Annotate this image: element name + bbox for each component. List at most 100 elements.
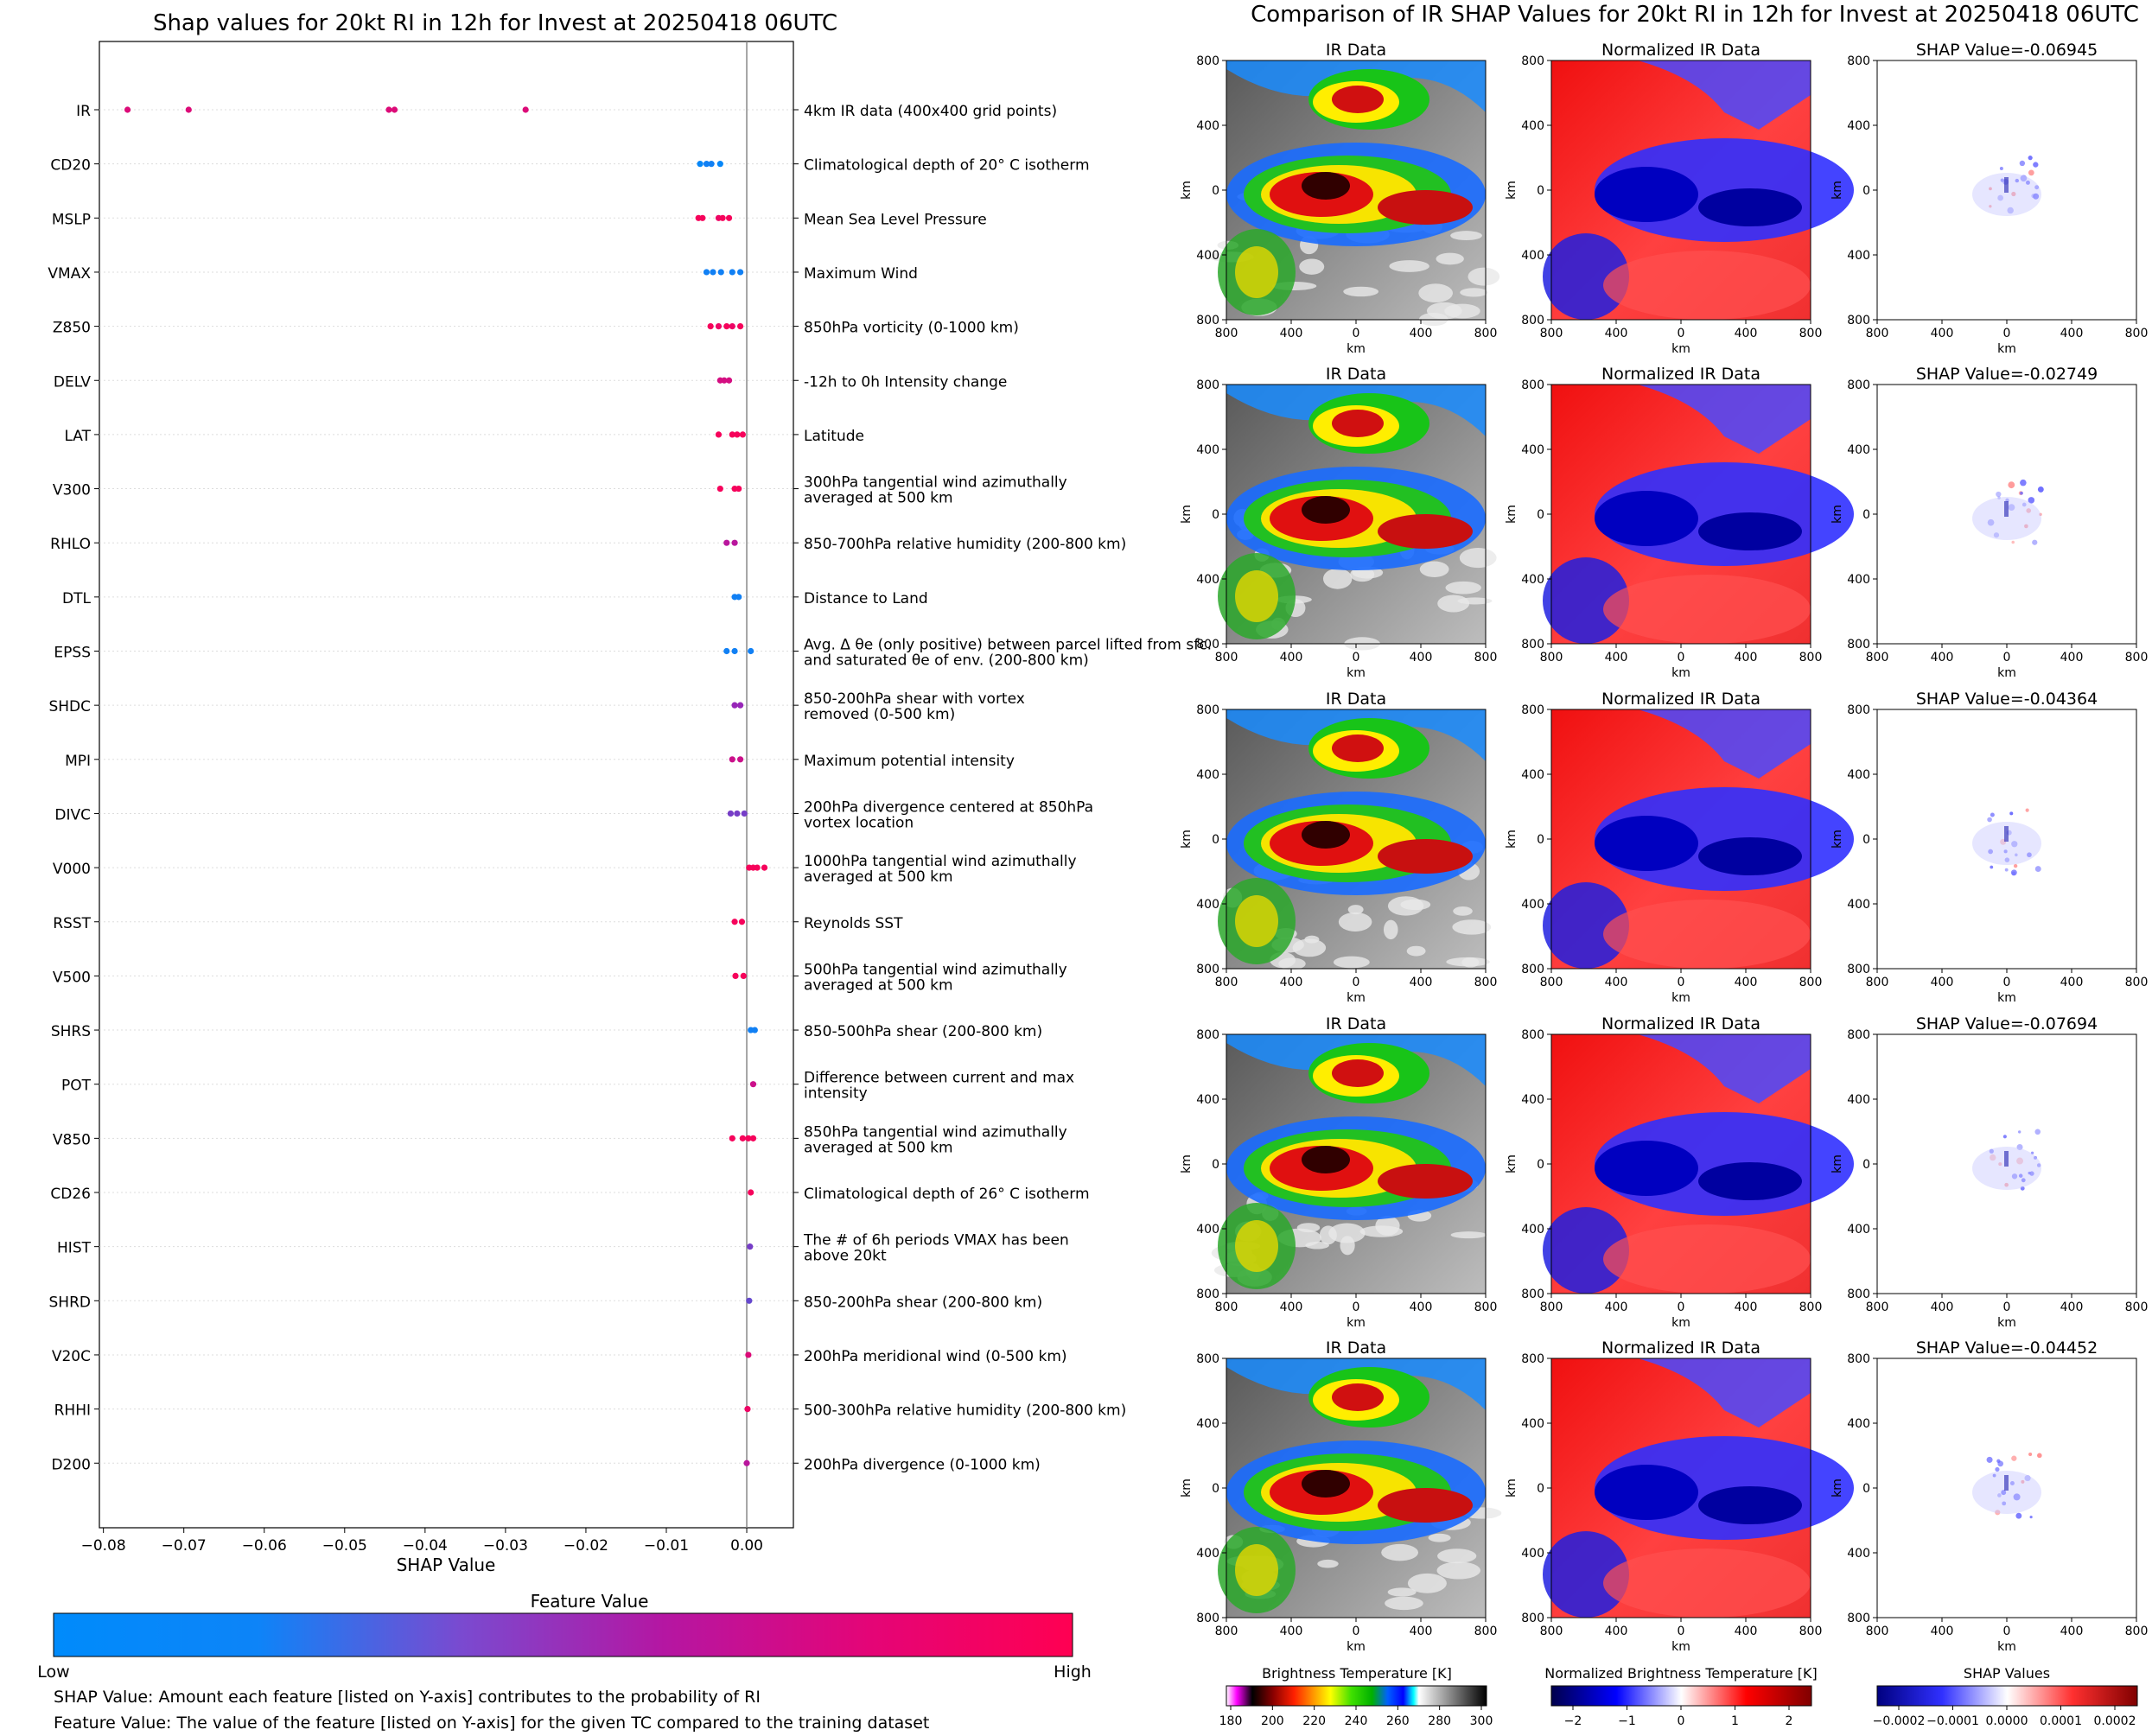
colorbar-tick-label: 300 (1470, 1714, 1493, 1728)
panel-x-tick-label: 400 (1410, 1300, 1433, 1314)
feature-name-label: RSST (53, 915, 91, 932)
panel-x-tick-label: 800 (2125, 327, 2149, 340)
ir-cloud-fleck (1459, 548, 1497, 569)
panel-y-tick-label: 0 (1537, 1158, 1544, 1172)
panel-y-tick-label: 800 (1196, 638, 1219, 652)
panel-y-axis-label: km (1505, 830, 1518, 849)
panel-x-tick-label: 400 (1280, 1300, 1303, 1314)
shap-point (391, 106, 398, 113)
shap-point (739, 431, 746, 438)
shap-map-speck (1990, 865, 1994, 869)
panel-y-tick-label: 400 (1521, 573, 1544, 587)
shap-map-speck (2028, 169, 2034, 176)
panel-y-axis-label: km (1830, 830, 1844, 849)
panel-y-tick-label: 800 (1521, 638, 1544, 652)
feature-name-label: V20C (52, 1348, 91, 1365)
shap-map-speck (2020, 175, 2028, 182)
panel-y-tick-label: 800 (1196, 1028, 1219, 1042)
shap-map-speck (2036, 1163, 2041, 1167)
feature-name-label: V500 (53, 969, 91, 986)
shap-point (741, 810, 748, 817)
shap-map-speck (2016, 1144, 2023, 1151)
ir-cloud-core (1332, 86, 1384, 113)
panel-y-tick-label: 0 (1537, 833, 1544, 847)
colorbar-low-label: Low (37, 1663, 69, 1682)
feature-description-label: averaged at 500 km (804, 868, 953, 886)
colorbar-tick-label: 260 (1386, 1714, 1410, 1728)
shap-map-speck (1995, 1466, 2000, 1472)
shap-point (124, 106, 131, 113)
shap-map-speck (2037, 1453, 2042, 1459)
feature-description-label: Maximum Wind (804, 265, 918, 283)
shap-map-speck (2034, 1129, 2041, 1135)
feature-description-label: 4km IR data (400x400 grid points) (804, 103, 1057, 120)
normalized-cold-region (1543, 557, 1629, 644)
panel-y-tick-label: 800 (1847, 703, 1870, 717)
panel-y-axis-label: km (1180, 1478, 1194, 1498)
feature-description-label: 850-500hPa shear (200-800 km) (804, 1023, 1042, 1040)
shap-map-speck (1972, 1147, 2041, 1190)
shap-map-speck (2020, 479, 2027, 486)
panel-y-tick-label: 800 (1196, 703, 1219, 717)
normalized-warm-region (1603, 575, 1811, 644)
ir-cloud-fleck (1445, 581, 1481, 595)
panel-y-tick-label: 800 (1847, 1352, 1870, 1366)
shap-map-speck (2011, 540, 2015, 544)
panel-y-tick-label: 400 (1847, 1417, 1870, 1431)
shap-point (734, 810, 741, 817)
panel-y-tick-label: 400 (1847, 1223, 1870, 1237)
feature-value-colorbar (53, 1612, 1073, 1657)
shap-point (735, 485, 742, 493)
feature-name-label: EPSS (54, 645, 91, 662)
ir-cloud-fleck (1359, 1225, 1404, 1237)
panel-x-tick-label: 400 (1931, 327, 1954, 340)
feature-description-label: 850-200hPa shear (200-800 km) (804, 1294, 1042, 1311)
brightness-colorbar (1226, 1685, 1487, 1707)
panel-y-tick-label: 800 (1847, 638, 1870, 652)
ir-cloud-core (1332, 410, 1384, 437)
shap-values-colorbar (1876, 1685, 2138, 1707)
shap-point (731, 919, 738, 925)
feature-name-label: CD26 (50, 1186, 91, 1203)
panel-x-tick-label: 800 (1540, 1300, 1563, 1314)
panel-x-tick-label: 800 (1215, 327, 1238, 340)
shap-point (748, 647, 754, 655)
shap-x-axis-label: SHAP Value (397, 1555, 496, 1575)
panel-title: IR Data (1326, 1014, 1386, 1033)
shap-map-speck (2028, 1171, 2031, 1175)
feature-name-label: IR (76, 103, 91, 120)
colorbar-tick-label: −2 (1564, 1714, 1582, 1728)
panel-y-tick-label: 800 (1521, 703, 1544, 717)
panel-x-tick-label: 0 (1678, 327, 1685, 340)
panel-y-axis-label: km (1505, 1154, 1518, 1173)
ir-cloud-fleck (1446, 957, 1490, 967)
panel-x-axis-label: km (1671, 666, 1690, 680)
ir-cloud-fleck (1333, 956, 1370, 969)
feature-description-label: 300hPa tangential wind azimuthally (804, 474, 1067, 492)
shap-map-speck (2030, 1151, 2034, 1154)
panel-y-tick-label: 800 (1196, 963, 1219, 976)
panel-x-tick-label: 800 (1540, 327, 1563, 340)
shap-point (729, 431, 735, 438)
feature-name-label: V850 (53, 1131, 91, 1148)
panel-y-tick-label: 400 (1196, 1223, 1219, 1237)
shap-map-speck (1990, 812, 1995, 817)
shap-map-speck (1972, 822, 2041, 865)
panel-x-tick-label: 400 (1931, 651, 1954, 665)
panel-y-tick-label: 800 (1847, 1288, 1870, 1301)
feature-description-label: 500-300hPa relative humidity (200-800 km… (804, 1402, 1126, 1420)
panel-x-tick-label: 800 (1866, 1625, 1889, 1638)
panel-y-tick-label: 400 (1847, 443, 1870, 457)
feature-name-label: Z850 (53, 320, 91, 337)
ir-cloud-core (1302, 821, 1350, 849)
panel-y-tick-label: 400 (1196, 443, 1219, 457)
shap-map-speck (2009, 811, 2014, 816)
panel-y-tick-label: 400 (1196, 1547, 1219, 1561)
panel-title: SHAP Value=-0.07694 (1916, 1014, 2098, 1033)
feature-description-label: averaged at 500 km (804, 490, 953, 507)
panel-x-axis-label: km (1997, 666, 2016, 680)
normalized-ir-panel: 80080040040000400400800800kmkmNormalized… (1505, 1014, 1854, 1330)
panel-y-tick-label: 800 (1196, 1352, 1219, 1366)
